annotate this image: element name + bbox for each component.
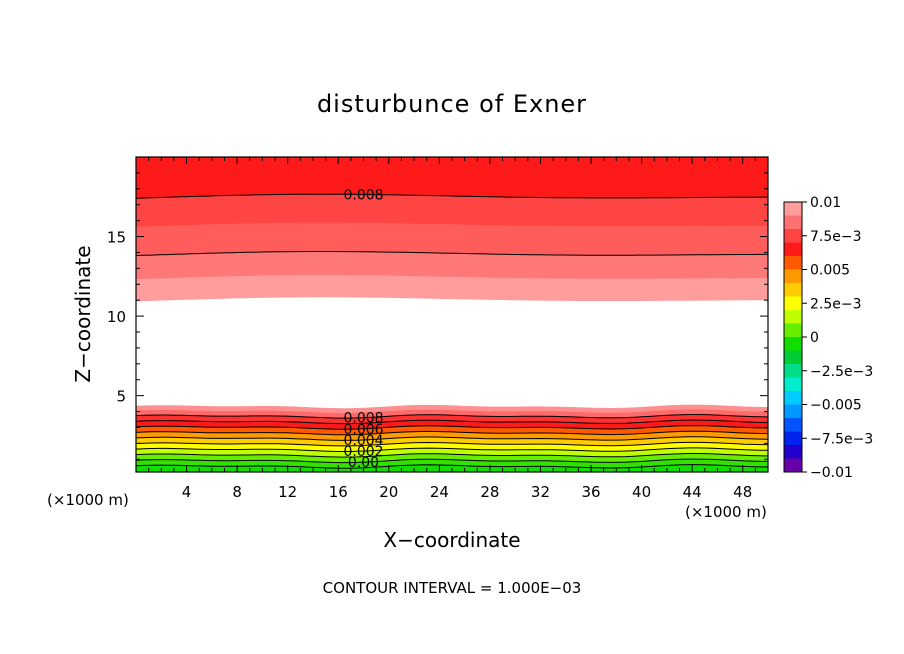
- contour-line: [135, 414, 769, 419]
- colorbar-swatch: [784, 229, 802, 243]
- x-tick-label: 24: [430, 483, 449, 501]
- contour-line: [135, 193, 768, 199]
- x-tick-label: 20: [379, 483, 398, 501]
- contour-line: [135, 251, 768, 256]
- x-tick-label: 8: [232, 483, 242, 501]
- contour-line: [135, 447, 769, 452]
- contour-line: [135, 425, 769, 430]
- contour-interval-footer: CONTOUR INTERVAL = 1.000E−03: [323, 579, 582, 597]
- colorbar-swatch: [784, 296, 802, 311]
- colorbar: 0.01 7.5e−3 0.005 2.5e−3 0 −2.5e−3 −0.005 −7.5e…: [783, 195, 873, 481]
- contour-band: [135, 193, 769, 228]
- colorbar-label: −0.01: [810, 465, 853, 481]
- colorbar-label: 0: [810, 330, 819, 346]
- contour-band: [135, 297, 769, 409]
- x-unit-left: (×1000 m): [47, 491, 129, 509]
- y-tick-label: 5: [116, 388, 126, 406]
- plot-area: [135, 156, 769, 473]
- y-axis-label: Z−coordinate: [71, 245, 95, 382]
- colorbar-label: −0.005: [810, 398, 862, 414]
- colorbar-swatch: [784, 391, 802, 405]
- colorbar-swatch: [784, 431, 802, 446]
- colorbar-swatch: [784, 242, 802, 257]
- contour-line: [135, 419, 769, 425]
- colorbar-swatch: [784, 337, 802, 351]
- colorbar-label: −7.5e−3: [810, 431, 873, 447]
- contour-label: 0.008: [343, 187, 383, 203]
- colorbar-swatch: [784, 364, 802, 378]
- x-tick-label: 4: [182, 483, 192, 501]
- contour-band: [135, 251, 769, 280]
- colorbar-swatch: [784, 323, 802, 338]
- contour-line: [135, 458, 769, 464]
- colorbar-swatch: [784, 458, 802, 473]
- y-tick-label: 10: [107, 308, 126, 326]
- chart-title: disturbunce of Exner: [317, 90, 587, 118]
- colorbar-swatch: [784, 256, 802, 270]
- colorbar-label: 0.01: [810, 195, 841, 211]
- colorbar-swatch: [784, 418, 802, 432]
- x-tick-label: 28: [480, 483, 499, 501]
- x-tick-label: 40: [632, 483, 651, 501]
- x-axis-label: X−coordinate: [383, 528, 520, 552]
- colorbar-swatch: [784, 215, 802, 230]
- colorbar-swatch: [784, 310, 802, 324]
- colorbar-swatch: [784, 377, 802, 392]
- colorbar-swatch: [784, 283, 802, 297]
- contour-band: [135, 166, 769, 199]
- contour-line: [135, 453, 769, 458]
- x-unit-right: (×1000 m): [685, 503, 767, 521]
- colorbar-label: −2.5e−3: [810, 364, 873, 380]
- x-tick-label: 12: [278, 483, 297, 501]
- colorbar-label: 0.005: [810, 263, 850, 279]
- colorbar-swatch: [784, 445, 802, 459]
- colorbar-swatch: [784, 269, 802, 284]
- contour-band: [135, 222, 769, 256]
- colorbar-label: 7.5e−3: [810, 229, 862, 245]
- x-tick-label: 48: [733, 483, 752, 501]
- contour-line: [135, 436, 769, 441]
- colorbar-swatch: [784, 202, 802, 216]
- contour-line: [135, 430, 769, 436]
- colorbar-label: 2.5e−3: [810, 296, 862, 312]
- contour-line: [135, 441, 769, 447]
- x-tick-label: 44: [683, 483, 702, 501]
- x-tick-label: 16: [329, 483, 348, 501]
- colorbar-swatch: [784, 350, 802, 365]
- x-tick-label: 32: [531, 483, 550, 501]
- contour-line: [135, 464, 769, 469]
- x-tick-label: 36: [581, 483, 600, 501]
- contour-band: [135, 275, 769, 303]
- colorbar-swatch: [784, 404, 802, 419]
- y-tick-label: 15: [107, 229, 126, 247]
